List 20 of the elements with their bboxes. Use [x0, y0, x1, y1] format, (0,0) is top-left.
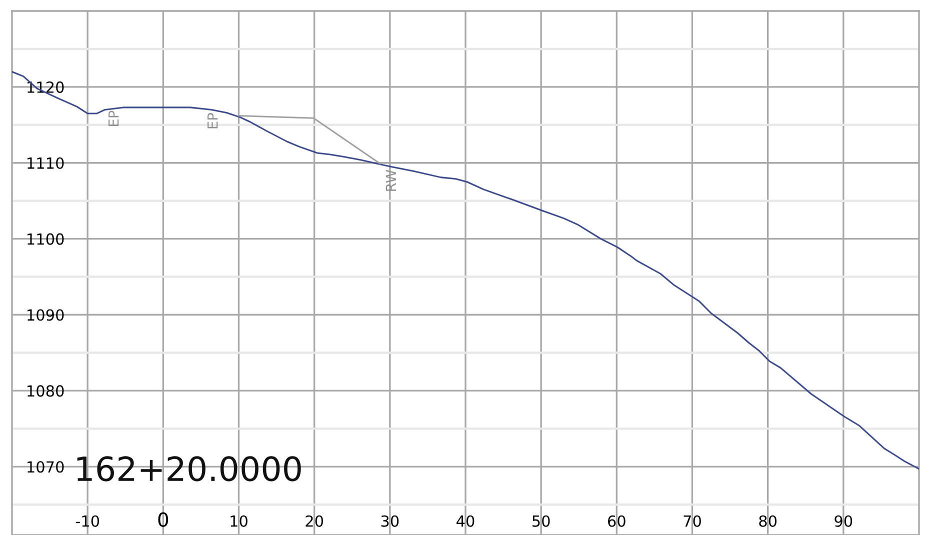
x-tick-label: 80: [759, 515, 777, 527]
annotation: RW: [386, 170, 396, 191]
x-tick-label: 50: [532, 515, 550, 527]
x-tick-label: 30: [381, 515, 399, 527]
annotation: 162+20.0000: [77, 456, 301, 482]
annotation: EP: [208, 112, 218, 128]
x-tick-label: 60: [608, 515, 626, 527]
x-tick-label: 90: [834, 515, 852, 527]
y-tick-label: 1110: [28, 157, 64, 169]
annotation: EP: [108, 110, 119, 126]
x-tick-label: 0: [158, 512, 168, 527]
y-tick-label: 1070: [28, 461, 64, 473]
x-tick-label: -10: [76, 515, 100, 527]
x-tick-label: 20: [306, 515, 324, 527]
y-tick-label: 1100: [28, 233, 64, 245]
x-tick-label: 70: [684, 515, 701, 527]
y-tick-label: 1090: [28, 309, 64, 321]
x-tick-label: 10: [230, 515, 248, 527]
y-tick-label: 1080: [28, 385, 64, 397]
x-tick-label: 40: [456, 515, 474, 527]
